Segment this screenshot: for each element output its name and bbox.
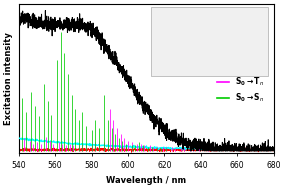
- Y-axis label: Excitation intensity: Excitation intensity: [4, 32, 13, 125]
- FancyBboxPatch shape: [151, 7, 268, 76]
- Text: Alq₃  Ir(ppy)₂acac: Alq₃ Ir(ppy)₂acac: [190, 34, 232, 39]
- X-axis label: Wavelength / nm: Wavelength / nm: [106, 176, 186, 185]
- Legend: $\mathbf{S_0}$$\mathbf{\rightarrow}$$\mathbf{T_{\it{n}}}$, $\mathbf{S_0}$$\mathb: $\mathbf{S_0}$$\mathbf{\rightarrow}$$\ma…: [214, 73, 267, 108]
